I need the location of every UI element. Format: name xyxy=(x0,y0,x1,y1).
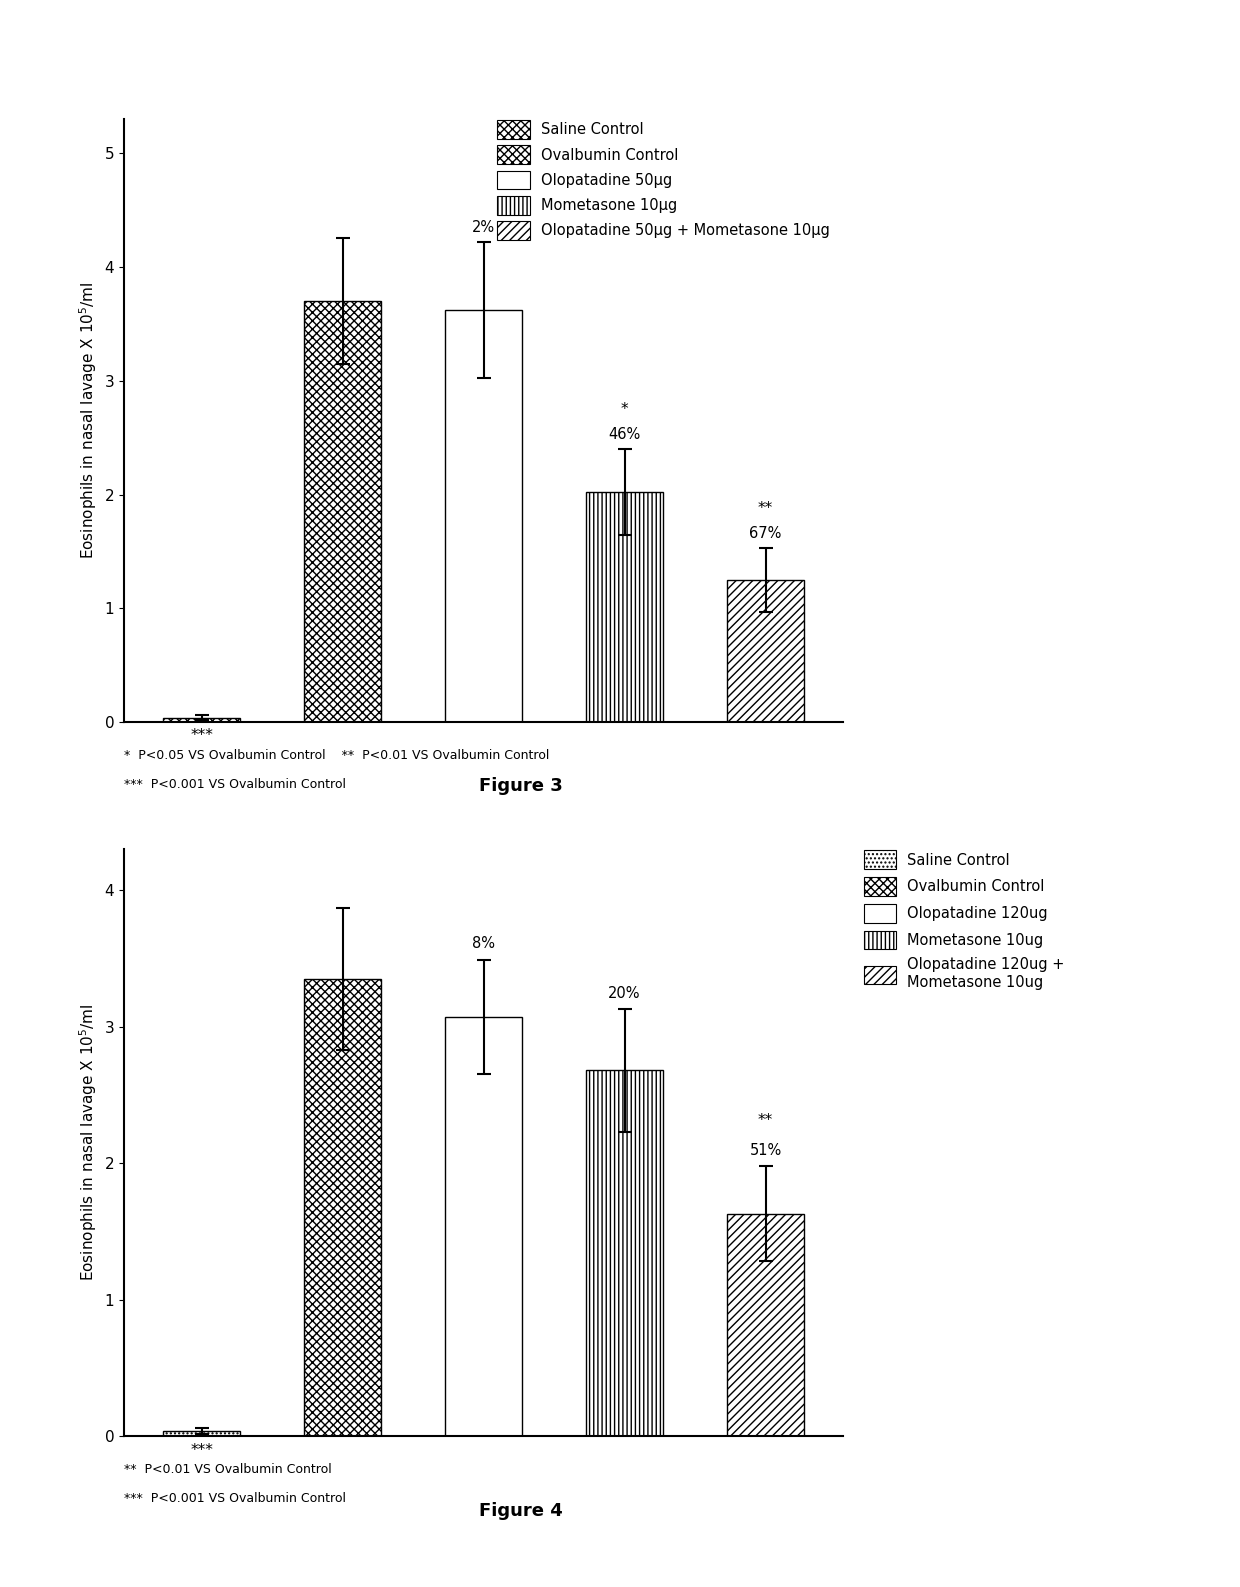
Text: 2%: 2% xyxy=(472,221,495,235)
Legend: Saline Control, Ovalbumin Control, Olopatadine 50μg, Mometasone 10μg, Olopatadin: Saline Control, Ovalbumin Control, Olopa… xyxy=(491,114,836,246)
Bar xyxy=(162,717,241,722)
Text: ***: *** xyxy=(190,728,213,743)
Text: **  P<0.01 VS Ovalbumin Control: ** P<0.01 VS Ovalbumin Control xyxy=(124,1463,332,1476)
Text: 51%: 51% xyxy=(749,1143,781,1157)
Text: ***  P<0.001 VS Ovalbumin Control: *** P<0.001 VS Ovalbumin Control xyxy=(124,778,346,790)
Text: 8%: 8% xyxy=(472,936,495,952)
Text: *  P<0.05 VS Ovalbumin Control    **  P<0.01 VS Ovalbumin Control: * P<0.05 VS Ovalbumin Control ** P<0.01 … xyxy=(124,749,549,762)
Text: Figure 4: Figure 4 xyxy=(479,1501,563,1520)
Bar xyxy=(727,1214,805,1436)
Bar xyxy=(727,579,805,722)
Bar xyxy=(162,1431,241,1436)
Text: ***: *** xyxy=(190,1443,213,1458)
Bar xyxy=(304,979,382,1436)
Bar xyxy=(585,492,663,722)
Text: 20%: 20% xyxy=(609,986,641,1001)
Bar xyxy=(445,309,522,722)
Text: **: ** xyxy=(758,501,774,516)
Legend: Saline Control, Ovalbumin Control, Olopatadine 120ug, Mometasone 10ug, Olopatadi: Saline Control, Ovalbumin Control, Olopa… xyxy=(858,844,1070,995)
Text: 67%: 67% xyxy=(749,527,782,541)
Bar xyxy=(445,1017,522,1436)
Text: **: ** xyxy=(758,1112,774,1128)
Bar xyxy=(304,302,382,722)
Text: *: * xyxy=(621,402,629,417)
Y-axis label: Eosinophils in nasal lavage X 10$^5$/ml: Eosinophils in nasal lavage X 10$^5$/ml xyxy=(77,1005,99,1281)
Text: Figure 3: Figure 3 xyxy=(479,776,563,795)
Y-axis label: Eosinophils in nasal lavage X 10$^5$/ml: Eosinophils in nasal lavage X 10$^5$/ml xyxy=(77,282,99,559)
Text: ***  P<0.001 VS Ovalbumin Control: *** P<0.001 VS Ovalbumin Control xyxy=(124,1492,346,1504)
Text: 46%: 46% xyxy=(609,427,641,443)
Bar xyxy=(585,1070,663,1436)
